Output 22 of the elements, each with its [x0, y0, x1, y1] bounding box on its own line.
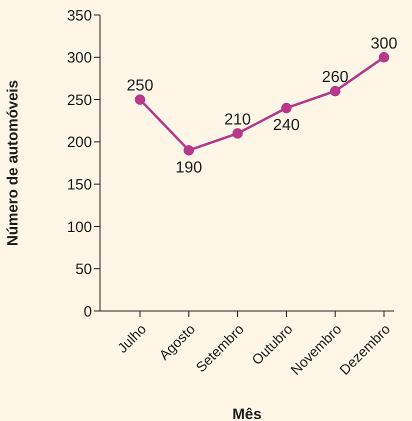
y-tick-label: 100: [66, 218, 92, 236]
y-tick-label: 350: [66, 7, 92, 24]
y-tick-label: 150: [66, 176, 92, 194]
point: [134, 94, 146, 105]
y-tick-label: 250: [66, 92, 92, 109]
y-axis-title: Número de automóveis: [4, 80, 22, 246]
y-tick-label: 300: [66, 50, 92, 67]
point: [232, 128, 243, 139]
data-label: 210: [224, 111, 252, 128]
data-label: 300: [370, 35, 398, 52]
data-label: 250: [126, 78, 154, 95]
point: [184, 145, 194, 156]
data-label: 260: [322, 69, 349, 86]
y-tick-label: 200: [66, 134, 92, 152]
point: [281, 102, 292, 114]
point: [378, 52, 390, 63]
y-tick-label: 0: [84, 303, 92, 320]
x-axis-title: Mês: [232, 406, 262, 421]
data-label: 240: [273, 117, 300, 134]
data-label: 190: [175, 159, 202, 176]
point: [330, 86, 340, 96]
y-tick-label: 50: [75, 261, 92, 278]
